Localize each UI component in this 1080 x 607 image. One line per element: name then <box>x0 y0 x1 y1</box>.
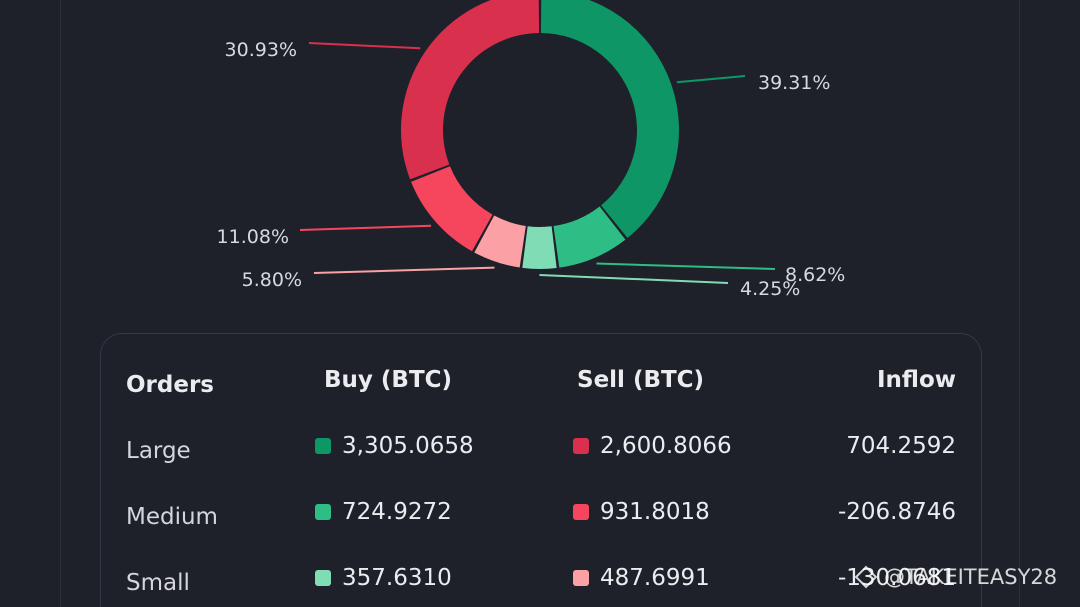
small-sell-value: 487.6991 <box>573 565 710 591</box>
small-inflow: -130.0681 <box>837 565 956 591</box>
small-buy-value: 357.6310 <box>315 565 452 591</box>
percent-label-medium-buy: 8.62% <box>785 264 845 286</box>
medium-inflow: -206.8746 <box>837 499 956 525</box>
leader-line-medium-sell <box>299 224 432 231</box>
large-sell-value: 2,600.8066 <box>573 433 732 459</box>
header-buy: Buy (BTC) <box>324 367 453 393</box>
row-label-small: Small <box>126 570 190 596</box>
diamond-logo-icon <box>854 565 878 589</box>
order-distribution-donut: 39.31% 8.62%4.25% 5.80% 11.08% 30.93% <box>217 0 845 300</box>
percent-label-large-sell: 30.93% <box>225 39 297 61</box>
donut-segment-medium-buy <box>553 206 626 268</box>
large-inflow: 704.2592 <box>846 433 956 459</box>
leader-line-small-sell <box>313 266 495 274</box>
medium-buy-swatch <box>315 504 331 520</box>
donut-segment-small-buy <box>522 226 557 269</box>
leader-line-large-sell <box>308 42 421 50</box>
leader-line-large-buy <box>676 75 746 84</box>
medium-sell-swatch <box>573 504 589 520</box>
percent-label-medium-sell: 11.08% <box>217 226 289 248</box>
header-inflow: Inflow <box>876 367 956 393</box>
orders-table: Orders Buy (BTC) Sell (BTC) Inflow Large… <box>100 333 982 607</box>
large-sell-swatch <box>573 438 589 454</box>
header-sell: Sell (BTC) <box>577 367 705 393</box>
panel-border-right <box>1019 0 1020 607</box>
watermark: @TAKEITEASY28 <box>854 565 1058 589</box>
donut-segment-small-sell <box>474 215 526 268</box>
medium-buy-value: 724.9272 <box>315 499 452 525</box>
large-buy-swatch <box>315 438 331 454</box>
row-label-large: Large <box>126 438 191 464</box>
medium-buy-amount: 724.9272 <box>342 499 452 525</box>
watermark-text: @TAKEITEASY28 <box>884 565 1058 589</box>
donut-segment-large-sell <box>401 0 540 180</box>
row-label-medium: Medium <box>126 504 218 530</box>
percent-label-small-buy: 4.25% <box>740 278 800 300</box>
small-buy-amount: 357.6310 <box>342 565 452 591</box>
donut-segment-medium-sell <box>411 166 493 252</box>
percent-label-small-sell: 5.80% <box>242 269 302 291</box>
large-buy-value: 3,305.0658 <box>315 433 474 459</box>
medium-sell-value: 931.8018 <box>573 499 710 525</box>
percent-label-large-buy: 39.31% <box>758 72 830 94</box>
large-sell-amount: 2,600.8066 <box>600 433 732 459</box>
small-sell-amount: 487.6991 <box>600 565 710 591</box>
leader-line-small-buy <box>539 273 729 284</box>
leader-line-medium-buy <box>596 262 776 270</box>
panel-border-left <box>60 0 61 607</box>
medium-sell-amount: 931.8018 <box>600 499 710 525</box>
small-buy-swatch <box>315 570 331 586</box>
small-sell-swatch <box>573 570 589 586</box>
header-orders: Orders <box>126 372 214 398</box>
large-buy-amount: 3,305.0658 <box>342 433 474 459</box>
donut-segment-large-buy <box>540 0 679 238</box>
